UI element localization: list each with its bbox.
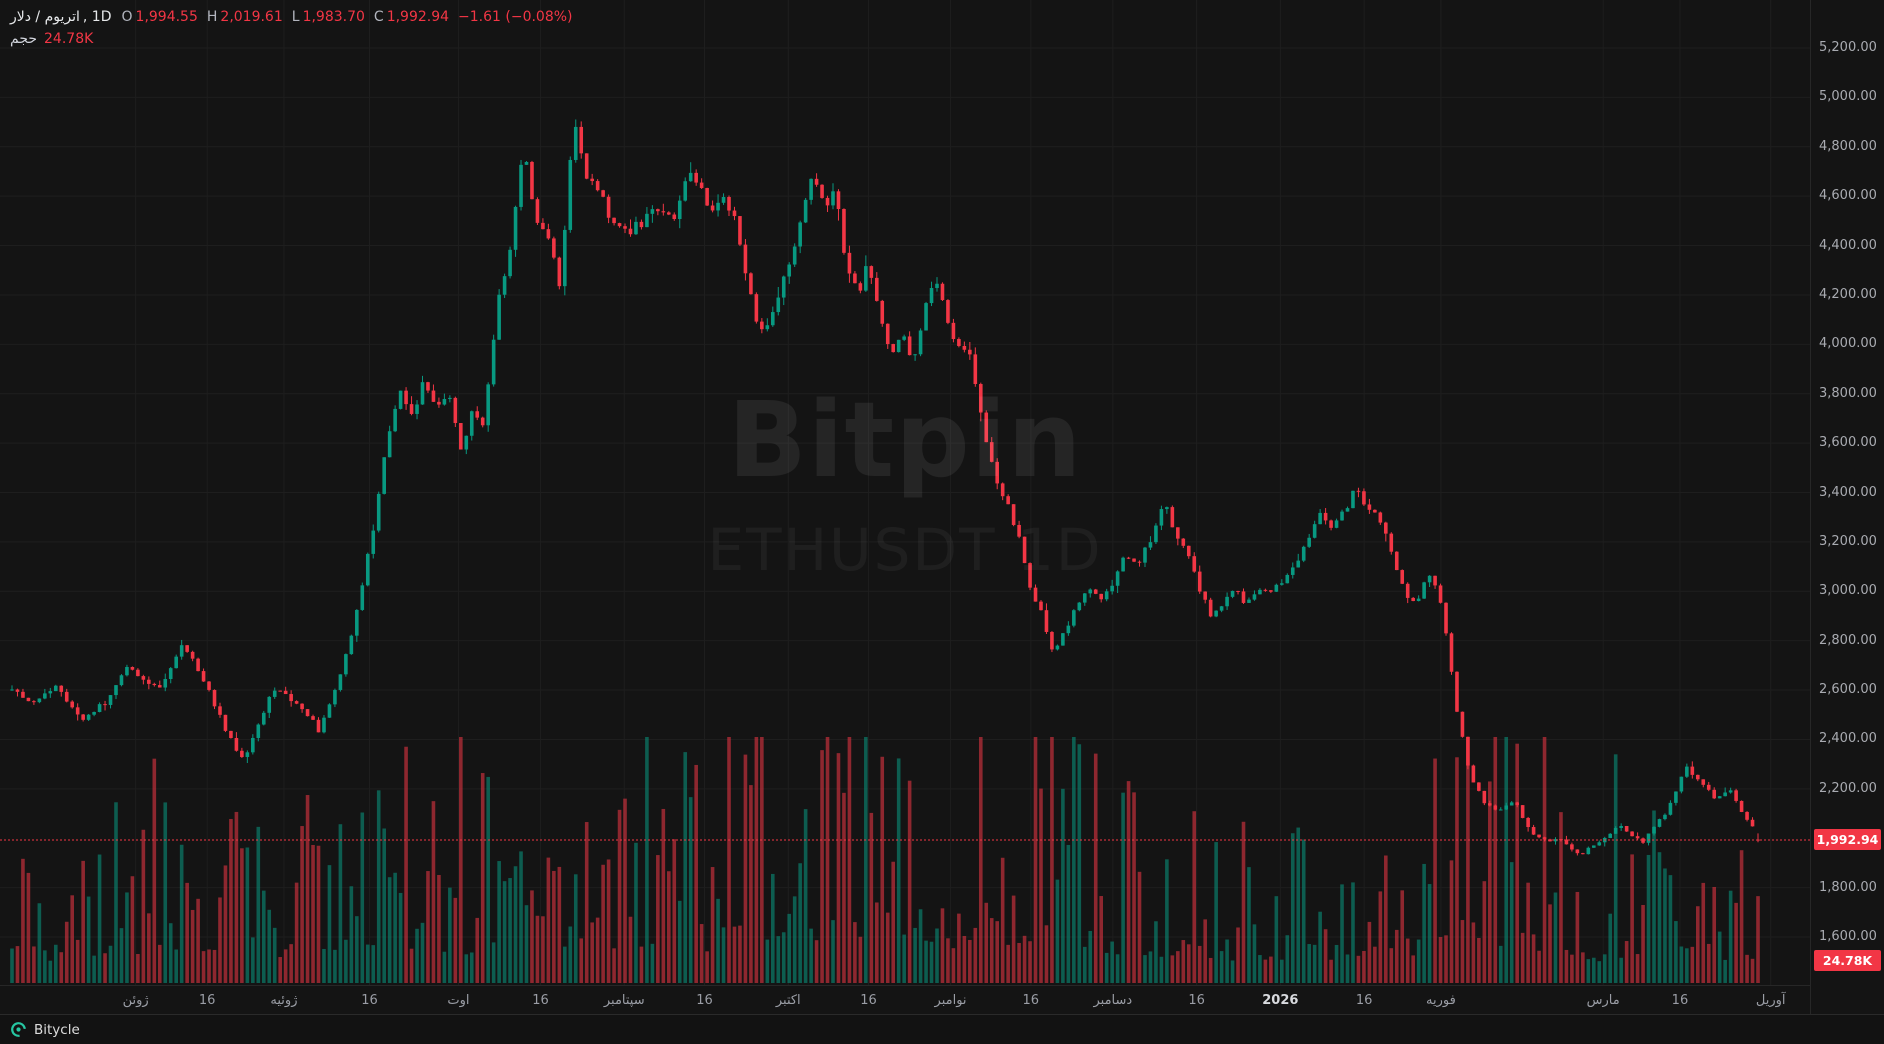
time-axis-label: 16 [1188,993,1205,1008]
time-axis-label: ژوئیه [270,993,298,1008]
close-label: C [373,9,384,25]
brand-name: Bitycle [34,1021,80,1038]
candlestick-chart[interactable] [0,0,1810,985]
time-axis-label: 16 [361,993,378,1008]
time-axis-label: سپتامبر [603,993,645,1008]
time-axis-label: 16 [1355,993,1373,1008]
time-axis-label: فوریه [1425,993,1456,1008]
volume-label: حجم [10,31,38,47]
time-axis-label: 16 [696,993,713,1008]
price-tick: 3,800.00 [1819,385,1877,401]
close-value: 1,992.94 [386,9,450,25]
high-value: 2,019.61 [220,9,283,25]
high-label: H [206,9,218,25]
price-tick: 3,600.00 [1819,435,1877,451]
price-tick: 2,200.00 [1819,780,1877,796]
time-axis-label: مارس [1586,993,1620,1008]
price-tick: 4,000.00 [1819,336,1877,352]
ohlc-row: اتریوم / دلار , 1D O 1,994.55 H 2,019.61… [10,6,573,28]
time-axis-label: اکتبر [775,993,801,1008]
time-axis-label: 16 [1022,993,1040,1008]
time-axis-label: ژوئن [122,993,149,1008]
time-axis-label: دسامبر [1093,993,1133,1008]
time-axis-label: 16 [860,993,877,1008]
volume-value: 24.78K [44,31,94,47]
low-value: 1,983.70 [302,9,365,25]
price-tick: 5,200.00 [1819,40,1877,55]
time-axis-label: 16 [1671,993,1689,1008]
symbol-legend: اتریوم / دلار , 1D O 1,994.55 H 2,019.61… [10,6,573,50]
current-price-label: 1,992.94 [1814,829,1881,850]
price-tick: 4,200.00 [1819,286,1877,302]
price-tick: 4,800.00 [1819,138,1877,154]
price-tick: 3,400.00 [1819,484,1877,500]
open-label: O [121,9,133,25]
time-axis-label: نوامبر [934,993,967,1008]
price-tick: 3,200.00 [1819,533,1877,549]
time-axis-label: 2026 [1262,993,1299,1008]
low-label: L [291,9,300,25]
interval-label[interactable]: , 1D [82,9,112,25]
volume-row: حجم 24.78K [10,28,573,50]
price-tick: 1,600.00 [1819,929,1877,944]
price-tick: 3,000.00 [1819,583,1877,599]
price-tick: 2,400.00 [1819,731,1877,747]
time-axis-label: 16 [532,993,549,1008]
change-value: −1.61 (−0.08%) [458,9,573,25]
price-tick: 2,600.00 [1819,682,1877,698]
price-tick: 5,000.00 [1819,89,1877,105]
bitycle-logo-icon [11,1022,26,1037]
time-axis[interactable]: ژوئن 16 ژوئیه 16 اوت 16 سپتامبر 16 اکتبر 16 نوامبر… [0,985,1810,1014]
symbol-name[interactable]: اتریوم / دلار [10,9,80,25]
volume-axis-label: 24.78K [1814,950,1881,971]
status-bar: Bitycle [0,1014,1884,1044]
price-tick: 4,600.00 [1819,188,1877,204]
price-tick: 1,800.00 [1819,879,1877,895]
chart-pane[interactable]: Bitpin ETHUSDT 1D اتریوم / دلار , 1D O 1… [0,0,1810,985]
price-tick: 2,800.00 [1819,632,1877,648]
price-tick: 4,400.00 [1819,237,1877,253]
time-axis-label: اوت [447,993,470,1008]
time-axis-label: آوریل [1755,993,1786,1008]
price-axis[interactable]: 1,992.94 24.78K 5,200.00 5,000.00 4,800.00… [1810,0,1884,1014]
time-axis-label: 16 [198,993,216,1008]
open-value: 1,994.55 [135,9,198,25]
